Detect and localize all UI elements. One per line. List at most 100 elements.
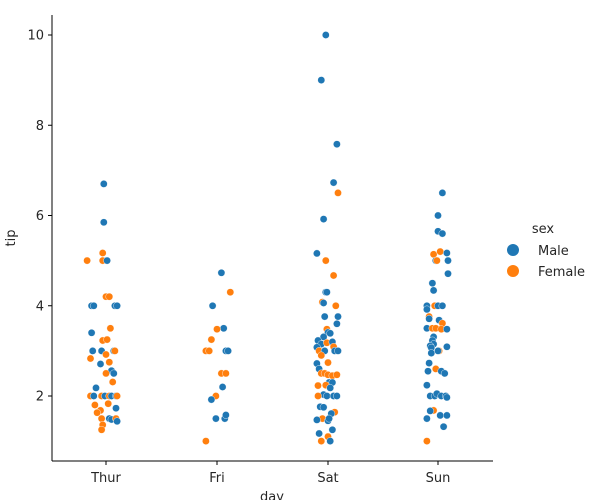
data-point-male <box>444 269 452 278</box>
data-point-male <box>113 301 121 310</box>
data-point-female <box>103 335 111 344</box>
data-point-female <box>105 358 114 367</box>
data-point-male <box>334 312 342 321</box>
data-point-male <box>423 305 431 314</box>
data-point-male <box>96 360 105 368</box>
x-axis-label: day <box>260 490 284 500</box>
x-tick-label-sat: Sat <box>317 471 338 486</box>
legend: sex Male Female <box>507 222 585 280</box>
data-point-male <box>110 369 118 378</box>
x-tick-label-thur: Thur <box>90 471 121 486</box>
data-point-male <box>423 414 431 423</box>
data-point-male <box>333 392 341 400</box>
points-layer <box>83 31 452 445</box>
data-point-female <box>102 369 110 378</box>
data-point-male <box>326 329 335 338</box>
data-point-female <box>334 189 342 197</box>
data-point-male <box>334 347 342 355</box>
data-point-male <box>319 403 328 412</box>
data-point-male <box>224 347 232 355</box>
data-point-male <box>440 369 449 378</box>
data-point-male <box>92 384 100 392</box>
data-point-female <box>222 369 230 378</box>
data-point-male <box>100 218 108 227</box>
data-point-male <box>218 383 227 391</box>
data-point-male <box>436 411 445 420</box>
data-point-male <box>112 404 120 413</box>
data-point-male <box>434 347 442 355</box>
data-point-female <box>113 392 121 400</box>
data-point-male <box>207 395 216 404</box>
data-point-male <box>219 324 228 333</box>
data-point-female <box>226 288 235 297</box>
data-point-male <box>427 349 436 357</box>
data-point-male <box>434 211 442 220</box>
y-tick-label: 4 <box>36 299 44 314</box>
x-tick-label-sun: Sun <box>426 471 451 486</box>
data-point-female <box>436 247 445 256</box>
data-point-female <box>106 324 115 333</box>
data-point-female <box>97 414 106 423</box>
data-point-female <box>105 292 114 301</box>
data-point-female <box>202 437 210 445</box>
data-point-male <box>90 392 98 400</box>
data-point-female <box>333 370 341 379</box>
data-point-female <box>423 437 431 445</box>
data-point-male <box>319 299 328 307</box>
data-point-male <box>333 140 341 148</box>
x-ticks: Thur Fri Sat Sun <box>90 461 450 486</box>
data-point-female <box>317 437 326 445</box>
data-point-female <box>111 347 119 355</box>
data-point-male <box>100 180 108 188</box>
data-point-female <box>97 425 106 434</box>
data-point-male <box>319 333 328 341</box>
data-point-female <box>93 408 101 417</box>
y-tick-label: 6 <box>36 209 44 224</box>
data-point-male <box>329 178 338 187</box>
legend-label-female: Female <box>538 265 585 280</box>
data-point-male <box>326 384 335 392</box>
data-point-male <box>222 411 230 419</box>
data-point-female <box>83 256 91 265</box>
y-tick-label: 2 <box>36 390 44 405</box>
data-point-male <box>438 229 447 238</box>
data-point-male <box>319 215 328 223</box>
data-point-male <box>428 279 437 288</box>
data-point-female <box>213 325 221 334</box>
data-point-male <box>323 392 331 400</box>
data-point-male <box>325 414 333 423</box>
data-point-male <box>90 301 98 310</box>
data-point-male <box>439 422 448 431</box>
data-point-male <box>323 288 331 297</box>
data-point-male <box>313 249 321 258</box>
data-point-female <box>205 347 213 355</box>
legend-marker-male <box>507 244 519 256</box>
data-point-male <box>326 437 335 445</box>
data-point-male <box>425 359 433 367</box>
data-point-male <box>321 31 330 39</box>
data-point-male <box>438 189 447 197</box>
data-point-female <box>314 381 322 390</box>
data-point-male <box>88 347 97 355</box>
data-point-female <box>433 256 441 265</box>
legend-label-male: Male <box>538 244 569 259</box>
data-point-male <box>424 367 432 376</box>
data-point-male <box>212 414 220 423</box>
data-point-female <box>207 335 216 344</box>
data-point-female <box>321 256 330 265</box>
data-point-female <box>86 354 95 363</box>
y-axis-label: tip <box>4 230 19 247</box>
data-point-male <box>208 301 217 310</box>
data-point-male <box>423 381 431 390</box>
data-point-male <box>429 286 438 295</box>
data-point-male <box>443 411 451 420</box>
data-point-male <box>320 312 329 321</box>
data-point-female <box>317 351 326 360</box>
legend-title: sex <box>532 222 555 237</box>
data-point-female <box>91 401 99 409</box>
data-point-male <box>443 393 451 402</box>
data-point-female <box>324 358 332 367</box>
y-tick-label: 8 <box>36 119 44 134</box>
data-point-male <box>443 325 451 334</box>
